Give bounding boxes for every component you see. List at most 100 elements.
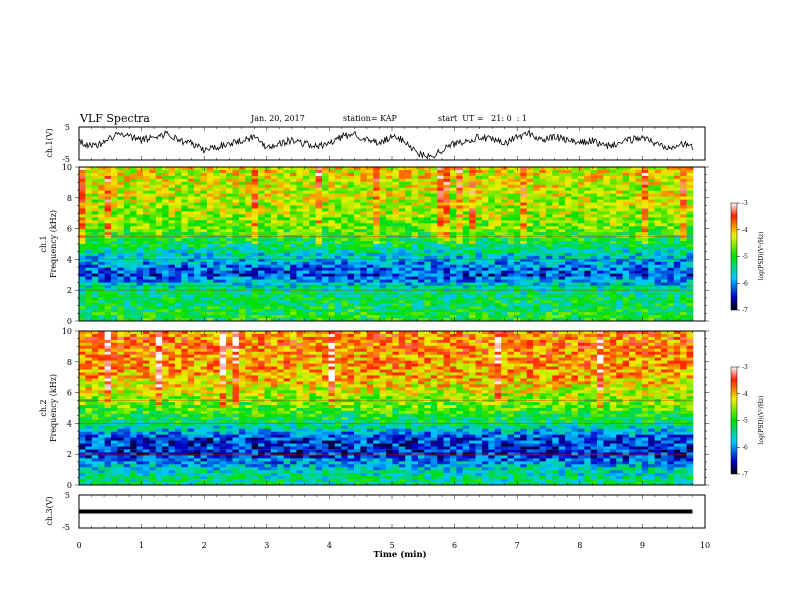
spec-cell: [539, 229, 547, 233]
spec-cell: [206, 312, 214, 316]
spec-cell: [603, 315, 611, 319]
spec-cell: [449, 258, 457, 263]
spec-cell: [104, 172, 112, 177]
spec-cell: [398, 232, 406, 236]
spec-cell: [347, 208, 355, 212]
spec-cell: [443, 297, 451, 301]
spec-cell: [584, 193, 591, 197]
spec-cell: [194, 244, 201, 248]
spec-cell: [149, 187, 157, 191]
spec-cell: [264, 184, 272, 189]
spec-cell: [334, 220, 342, 224]
spec-cell: [533, 214, 540, 218]
spec-cell: [219, 273, 227, 277]
spec-cell: [238, 184, 246, 189]
spec-cell: [386, 244, 393, 248]
spec-cell: [334, 285, 342, 289]
spec-cell: [360, 199, 368, 203]
spec-cell: [238, 208, 246, 212]
spec-cell: [117, 214, 125, 218]
spec-cell: [437, 244, 444, 248]
spec-cell: [629, 211, 636, 215]
spec-cell: [641, 167, 649, 171]
spec-cell: [405, 312, 412, 316]
spec-cell: [79, 196, 86, 200]
spec-cell: [616, 285, 623, 289]
spec-cell: [584, 223, 591, 227]
spec-cell: [232, 270, 240, 274]
spec-cell: [539, 193, 547, 197]
spec-cell: [680, 208, 687, 212]
spec-cell: [130, 172, 137, 177]
spec-cell: [200, 208, 208, 212]
spec-cell: [98, 306, 105, 310]
spec-cell: [238, 246, 246, 251]
spec-cell: [597, 184, 604, 189]
spec-cell: [123, 214, 131, 218]
spec-cell: [616, 211, 623, 215]
spec-cell: [558, 178, 566, 183]
spec-cell: [680, 282, 687, 286]
spec-cell: [168, 249, 176, 254]
spec-cell: [302, 306, 310, 310]
spec-cell: [571, 172, 579, 177]
spec-cell: [584, 318, 591, 322]
spec-cell: [680, 175, 687, 180]
spec-cell: [680, 246, 687, 251]
spec-cell: [270, 291, 278, 295]
spec-cell: [117, 300, 125, 304]
spec-cell: [149, 291, 157, 295]
spec-cell: [328, 255, 336, 260]
spec-cell: [206, 297, 214, 301]
spec-cell: [283, 273, 291, 277]
spec-cell: [533, 172, 540, 177]
spec-cell: [488, 252, 496, 257]
spec-cell: [609, 270, 617, 274]
spec-cell: [309, 211, 316, 215]
spec-cell: [686, 303, 694, 307]
spec-cell: [673, 220, 681, 224]
spec-cell: [98, 312, 105, 316]
spec-cell: [142, 169, 150, 174]
spec-cell: [98, 232, 105, 236]
spec-cell: [136, 312, 144, 316]
spec-cell: [155, 252, 163, 257]
spec-cell: [462, 196, 470, 200]
spec-cell: [577, 267, 585, 271]
spec-cell: [219, 229, 227, 233]
spec-cell: [290, 193, 297, 197]
spec-cell: [520, 217, 528, 221]
spec-cell: [558, 267, 566, 271]
spec-cell: [168, 261, 176, 266]
spec-cell: [424, 291, 432, 295]
spec-cell: [437, 246, 444, 251]
spec-cell: [373, 184, 380, 189]
spec-cell: [213, 244, 221, 248]
spec-cell: [354, 312, 361, 316]
spec-cell: [315, 169, 323, 174]
spec-cell: [123, 294, 131, 298]
spec-cell: [181, 246, 189, 251]
spec-cell: [398, 264, 406, 268]
spec-cell: [174, 202, 182, 206]
spec-cell: [462, 238, 470, 242]
spec-cell: [424, 214, 432, 218]
spec-cell: [130, 193, 137, 197]
spec-cell: [635, 255, 643, 260]
spec-cell: [360, 306, 368, 310]
spec-cell: [79, 205, 86, 209]
spec-cell: [91, 300, 99, 304]
spec-cell: [123, 273, 131, 277]
spec-cell: [123, 187, 131, 191]
spec-cell: [584, 252, 591, 257]
spec-cell: [622, 220, 630, 224]
spec-cell: [641, 214, 649, 218]
spec-cell: [194, 303, 201, 307]
spec-cell: [449, 285, 457, 289]
spec-cell: [552, 309, 559, 313]
spec-cell: [232, 273, 240, 277]
spec-cell: [654, 291, 662, 295]
spec-cell: [174, 175, 182, 180]
spec-cell: [98, 279, 105, 283]
spec-cell: [571, 241, 579, 245]
